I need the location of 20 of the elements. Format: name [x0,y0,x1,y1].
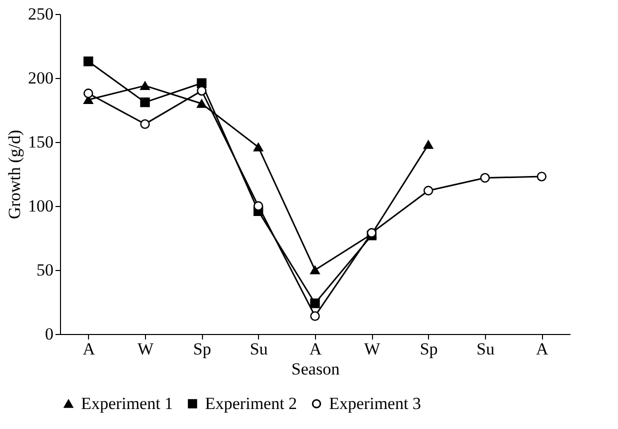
legend-label: Experiment 2 [205,394,298,413]
legend-label: Experiment 3 [329,394,422,413]
x-tick-label: Su [476,340,495,358]
x-tick-label: W [364,340,382,358]
y-tick-label: 200 [28,68,54,88]
y-tick-label: 250 [28,4,54,24]
y-tick-label: 0 [45,324,54,344]
y-tick-label: 50 [36,260,54,280]
y-tick-label: 100 [28,196,54,216]
x-tick-label: Su [250,340,268,358]
legend-label: Experiment 1 [81,394,174,413]
x-tick-label: A [309,340,322,358]
y-tick-label: 150 [28,132,54,152]
x-tick-label: Sp [193,340,212,358]
x-tick-label: W [137,340,154,358]
x-tick-label: Sp [420,340,438,358]
x-axis-title: Season [291,360,340,378]
x-tick-label: A [82,340,96,358]
y-axis-title: Growth (g/d) [5,130,24,220]
x-tick-label: A [536,340,550,358]
